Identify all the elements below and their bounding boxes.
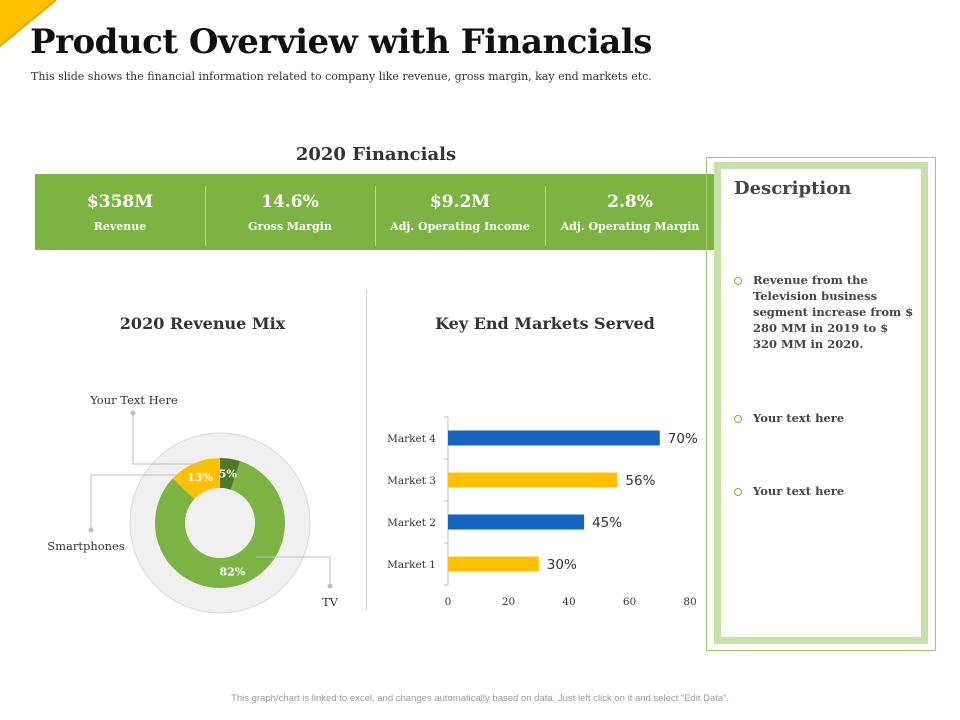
financial-label: Adj. Operating Income <box>390 219 530 233</box>
bullet-icon <box>734 488 742 496</box>
bar-market-2 <box>448 514 585 530</box>
x-tick-label: 80 <box>683 596 696 608</box>
description-item: Your text here <box>734 483 914 499</box>
markets-bar-chart: 0 20 40 60 80 Market 1 30% Market 2 45% Market 3 5… <box>387 416 698 608</box>
description-item: Your text here <box>734 410 914 426</box>
callout-line-right <box>256 556 331 586</box>
bar-data-label: 70% <box>668 431 698 447</box>
description-item-text: Revenue from the Television business seg… <box>753 273 914 351</box>
bar-market-3 <box>448 472 618 488</box>
category-label: Market 4 <box>387 433 436 445</box>
x-tick-label: 40 <box>562 596 575 608</box>
callout-line-top <box>132 413 206 465</box>
bar-data-label: 56% <box>625 473 655 489</box>
callout-label-right: TV <box>322 595 339 609</box>
x-tick-label: 60 <box>623 596 636 608</box>
financial-operating-income: $9.2M Adj. Operating Income <box>375 174 545 250</box>
financial-revenue: $358M Revenue <box>35 174 205 250</box>
revenue-mix-heading: 2020 Revenue Mix <box>119 314 286 333</box>
donut-slice-tv <box>155 461 286 588</box>
bar-data-label: 30% <box>547 557 577 573</box>
markets-heading: Key End Markets Served <box>435 314 655 333</box>
financials-heading: 2020 Financials <box>295 144 457 165</box>
description-panel-border <box>706 157 936 651</box>
callout-label-left: Smartphones <box>47 539 125 553</box>
financial-value: 2.8% <box>607 191 653 212</box>
donut-slice-smartphones <box>172 458 220 500</box>
donut-hole <box>185 488 255 558</box>
financial-value: $358M <box>86 191 154 212</box>
callout-line-left <box>90 474 176 530</box>
footer-note: This graph/chart is linked to excel, and… <box>231 693 729 704</box>
bar-market-1 <box>448 556 539 572</box>
donut-slice-your-text-here <box>220 458 241 490</box>
section-divider <box>366 290 367 610</box>
x-tick-label: 20 <box>502 596 515 608</box>
financial-value: $9.2M <box>429 191 491 212</box>
financial-operating-margin: 2.8% Adj. Operating Margin <box>545 174 715 250</box>
donut-data-label: 13% <box>187 471 213 484</box>
category-label: Market 1 <box>387 559 436 571</box>
callout-dot-left <box>88 527 94 533</box>
bullet-icon <box>734 415 742 423</box>
bullet-icon <box>734 277 742 285</box>
corner-accent <box>0 0 57 47</box>
bar-market-4 <box>448 430 660 446</box>
callout-label-top: Your Text Here <box>89 393 178 407</box>
description-item-text: Your text here <box>753 411 845 425</box>
description-title: Description <box>734 178 852 199</box>
callout-dot-top <box>130 410 136 416</box>
x-tick-label: 0 <box>445 596 452 608</box>
bar-data-label: 45% <box>592 515 622 531</box>
financials-band: $358M Revenue 14.6% Gross Margin $9.2M A… <box>35 174 715 250</box>
description-item-text: Your text here <box>753 484 845 498</box>
category-label: Market 3 <box>387 475 436 487</box>
donut-data-label: 82% <box>220 565 246 578</box>
financial-label: Adj. Operating Margin <box>560 219 700 233</box>
description-item: Revenue from the Television business seg… <box>734 272 914 352</box>
financial-gross-margin: 14.6% Gross Margin <box>205 174 375 250</box>
page-subtitle: This slide shows the financial informati… <box>31 70 652 83</box>
category-label: Market 2 <box>387 517 436 529</box>
donut-data-label: 5% <box>219 468 238 481</box>
revenue-mix-chart: 82% 13% 5% Your Text Here Smartphones TV <box>47 393 339 614</box>
page-title: Product Overview with Financials <box>30 22 652 62</box>
financial-value: 14.6% <box>261 191 319 212</box>
callout-dot-right <box>327 583 333 589</box>
description-panel <box>714 162 928 644</box>
financial-label: Gross Margin <box>248 219 332 233</box>
financial-label: Revenue <box>93 219 147 233</box>
